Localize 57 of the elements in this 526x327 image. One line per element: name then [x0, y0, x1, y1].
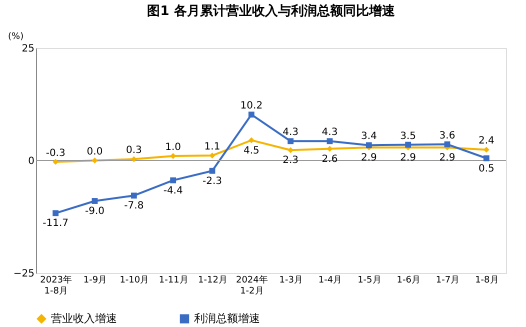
x-tick-label: 1-4月 [318, 276, 342, 286]
data-label: 0.0 [86, 146, 103, 158]
legend-label: 营业收入增速 [51, 312, 117, 325]
x-tick-label: 2023年 1-8月 [40, 274, 72, 296]
data-label: -2.3 [202, 176, 222, 187]
point [248, 137, 254, 144]
point [366, 142, 372, 148]
y-tick-label: −25 [13, 268, 34, 280]
data-label: 0.5 [478, 163, 494, 174]
point [444, 141, 450, 148]
point [52, 210, 59, 216]
data-label: 0.3 [126, 145, 142, 156]
point [209, 168, 216, 174]
x-tick-label: 1-3月 [279, 276, 303, 286]
y-tick-label: 0 [28, 156, 34, 167]
data-label: 2.9 [439, 152, 456, 164]
data-label: 3.5 [400, 130, 416, 142]
y-tick-label: 25 [22, 44, 34, 54]
point [248, 112, 254, 118]
point [288, 138, 294, 144]
data-label: -0.3 [46, 148, 66, 159]
point [92, 158, 98, 164]
point [92, 198, 98, 204]
data-label: -4.4 [163, 185, 183, 196]
x-tick-label: 1-12月 [198, 276, 228, 286]
x-tick-label: 2024年 1-2月 [236, 274, 268, 296]
data-label: 4.3 [282, 127, 299, 138]
data-label: 3.4 [360, 131, 377, 142]
point [405, 142, 412, 148]
data-label: 2.6 [322, 154, 338, 165]
x-tick-label: 1-10月 [120, 276, 150, 286]
data-label: -9.0 [84, 206, 105, 217]
data-label: 1.0 [165, 142, 182, 153]
legend-label: 利润总额增速 [194, 312, 260, 325]
data-label: 2.4 [478, 136, 494, 147]
data-label: 1.1 [204, 142, 220, 153]
x-tick-label: 1-6月 [396, 276, 420, 286]
data-label: 10.2 [240, 100, 263, 112]
data-label: 3.6 [439, 130, 456, 142]
data-label: 2.3 [282, 155, 299, 166]
data-label: 4.5 [243, 145, 260, 156]
x-tick-label: 1-5月 [358, 276, 382, 286]
x-tick-label: 1-8月 [475, 276, 499, 286]
data-label: 2.9 [400, 152, 416, 164]
x-tick-label: 1-7月 [436, 276, 460, 286]
y-axis-title: (%) [8, 32, 24, 42]
data-label: -7.8 [124, 200, 144, 212]
data-label: 4.3 [322, 127, 338, 138]
point [483, 155, 490, 162]
x-tick-label: 1-9月 [83, 276, 108, 286]
point [326, 138, 333, 144]
data-label: 2.9 [360, 152, 377, 164]
data-label: -11.7 [42, 218, 69, 230]
x-tick-label: 1-11月 [158, 276, 188, 286]
point [130, 192, 137, 199]
point [170, 177, 176, 184]
chart-title: 图1 各月累计营业收入与利润总额同比增速 [147, 3, 396, 19]
